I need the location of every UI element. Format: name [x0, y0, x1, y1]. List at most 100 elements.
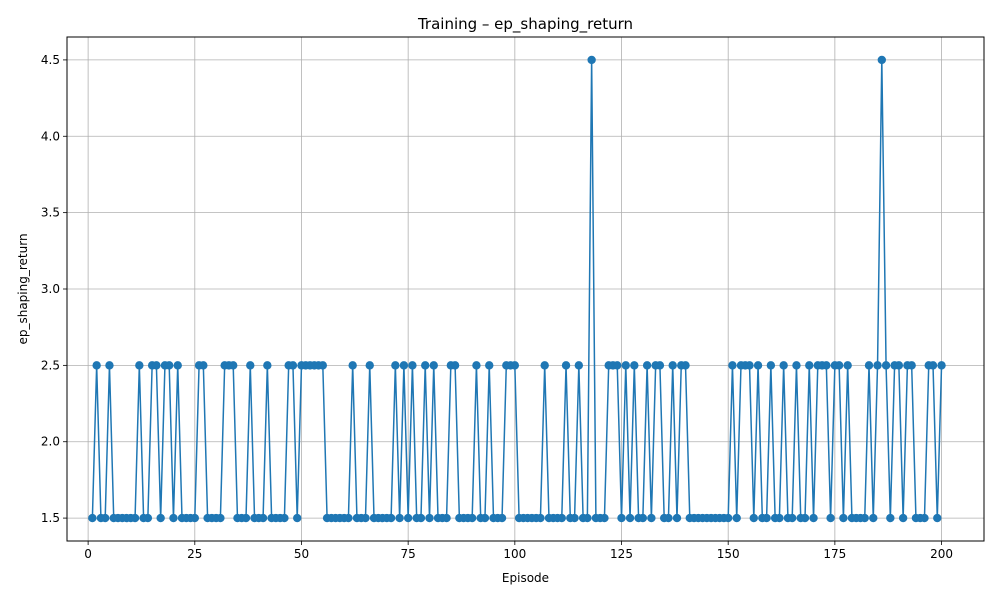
data-point: [861, 514, 869, 522]
data-point: [733, 514, 741, 522]
chart-title: Training – ep_shaping_return: [417, 15, 633, 34]
x-tick-label: 125: [610, 547, 633, 561]
data-point: [481, 514, 489, 522]
data-point: [762, 514, 770, 522]
data-point: [425, 514, 433, 522]
data-point: [792, 361, 800, 369]
x-tick-label: 175: [823, 547, 846, 561]
data-point: [681, 361, 689, 369]
data-point: [404, 514, 412, 522]
data-point: [511, 361, 519, 369]
data-point: [869, 514, 877, 522]
data-point: [801, 514, 809, 522]
data-point: [442, 514, 450, 522]
x-tick-label: 75: [401, 547, 416, 561]
data-point: [920, 514, 928, 522]
data-point: [199, 361, 207, 369]
data-point: [430, 361, 438, 369]
data-point: [937, 361, 945, 369]
data-point: [630, 361, 638, 369]
data-point: [600, 514, 608, 522]
data-point: [673, 514, 681, 522]
data-point: [417, 514, 425, 522]
data-point: [882, 361, 890, 369]
data-point: [779, 361, 787, 369]
data-point: [319, 361, 327, 369]
data-point: [754, 361, 762, 369]
data-point: [246, 361, 254, 369]
y-tick-label: 1.5: [41, 511, 60, 525]
data-point: [451, 361, 459, 369]
data-point: [361, 514, 369, 522]
data-point: [878, 56, 886, 64]
data-point: [750, 514, 758, 522]
data-point: [622, 361, 630, 369]
data-point: [843, 361, 851, 369]
data-point: [728, 361, 736, 369]
x-tick-label: 150: [717, 547, 740, 561]
data-point: [135, 361, 143, 369]
data-point: [639, 514, 647, 522]
data-point: [468, 514, 476, 522]
data-point: [152, 361, 160, 369]
data-point: [643, 361, 651, 369]
data-point: [165, 361, 173, 369]
data-point: [144, 514, 152, 522]
y-tick-label: 4.5: [41, 53, 60, 67]
data-point: [775, 514, 783, 522]
data-point: [873, 361, 881, 369]
y-tick-label: 2.5: [41, 358, 60, 372]
data-point: [408, 361, 416, 369]
y-tick-label: 2.0: [41, 435, 60, 449]
data-point: [570, 514, 578, 522]
data-point: [216, 514, 224, 522]
data-point: [395, 514, 403, 522]
data-point: [886, 514, 894, 522]
x-axis-label: Episode: [502, 571, 549, 585]
data-point: [289, 361, 297, 369]
data-point: [805, 361, 813, 369]
data-point: [933, 514, 941, 522]
data-point: [472, 361, 480, 369]
data-point: [191, 514, 199, 522]
x-tick-label: 50: [294, 547, 309, 561]
data-point: [263, 361, 271, 369]
data-point: [669, 361, 677, 369]
data-point: [169, 514, 177, 522]
data-point: [387, 514, 395, 522]
data-point: [131, 514, 139, 522]
data-point: [541, 361, 549, 369]
data-point: [664, 514, 672, 522]
data-point: [280, 514, 288, 522]
data-point: [101, 514, 109, 522]
y-tick-label: 3.5: [41, 206, 60, 220]
data-point: [156, 514, 164, 522]
data-point: [498, 514, 506, 522]
data-point: [536, 514, 544, 522]
data-point: [92, 361, 100, 369]
data-point: [421, 361, 429, 369]
data-point: [809, 514, 817, 522]
data-point: [826, 514, 834, 522]
y-tick-label: 3.0: [41, 282, 60, 296]
data-point: [745, 361, 753, 369]
data-point: [259, 514, 267, 522]
data-point: [485, 361, 493, 369]
data-point: [391, 361, 399, 369]
data-point: [366, 361, 374, 369]
data-point: [587, 56, 595, 64]
data-point: [344, 514, 352, 522]
data-point: [88, 514, 96, 522]
data-point: [839, 514, 847, 522]
data-point: [835, 361, 843, 369]
data-point: [583, 514, 591, 522]
data-point: [724, 514, 732, 522]
data-point: [767, 361, 775, 369]
data-point: [174, 361, 182, 369]
data-point: [229, 361, 237, 369]
data-point: [865, 361, 873, 369]
data-point: [899, 514, 907, 522]
data-point: [400, 361, 408, 369]
data-point: [558, 514, 566, 522]
